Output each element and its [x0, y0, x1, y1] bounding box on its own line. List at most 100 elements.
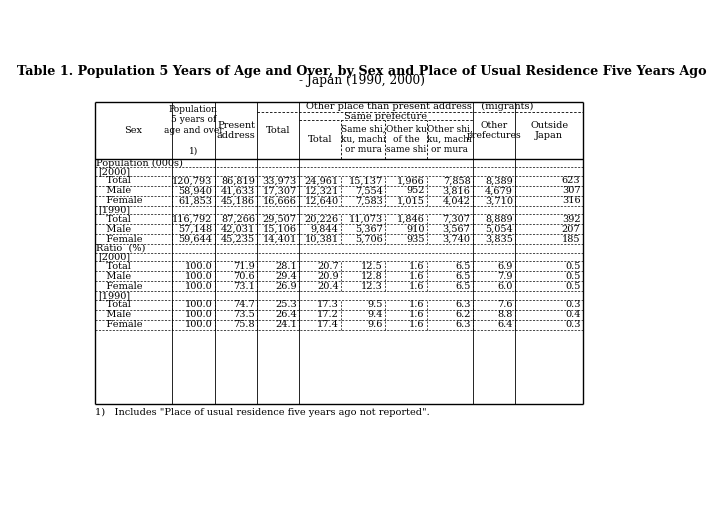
Text: 4,679: 4,679 [485, 186, 513, 195]
Text: 3,567: 3,567 [443, 225, 470, 234]
Text: Male: Male [97, 225, 131, 234]
Text: 100.0: 100.0 [185, 300, 212, 309]
Text: 17.3: 17.3 [317, 300, 339, 309]
Text: Sex: Sex [124, 126, 142, 135]
Text: 7.6: 7.6 [498, 300, 513, 309]
Text: 1.6: 1.6 [409, 310, 425, 319]
Text: 8.8: 8.8 [498, 310, 513, 319]
Text: 0.5: 0.5 [565, 281, 580, 291]
Text: 75.8: 75.8 [233, 320, 255, 329]
Text: 24,961: 24,961 [305, 176, 339, 185]
Text: 952: 952 [407, 186, 425, 195]
Text: 0.3: 0.3 [565, 300, 580, 309]
Text: 20,226: 20,226 [305, 215, 339, 224]
Text: Total: Total [97, 300, 131, 309]
Text: 9.4: 9.4 [368, 310, 383, 319]
Text: 6.5: 6.5 [455, 272, 470, 281]
Text: 29,507: 29,507 [263, 215, 297, 224]
Text: 0.5: 0.5 [565, 272, 580, 281]
Text: 1.6: 1.6 [409, 262, 425, 271]
Text: 7,583: 7,583 [355, 196, 383, 205]
Text: 4,042: 4,042 [443, 196, 470, 205]
Text: 316: 316 [562, 196, 580, 205]
Text: 12,321: 12,321 [304, 186, 339, 195]
Text: 70.6: 70.6 [233, 272, 255, 281]
Text: 15,106: 15,106 [263, 225, 297, 234]
Text: [2000]: [2000] [98, 252, 130, 262]
Text: 3,710: 3,710 [485, 196, 513, 205]
Text: Ratio  (%): Ratio (%) [96, 244, 146, 253]
Text: 15,137: 15,137 [349, 176, 383, 185]
Text: 3,740: 3,740 [443, 235, 470, 244]
Text: 3,816: 3,816 [443, 186, 470, 195]
Text: 910: 910 [407, 225, 425, 234]
Text: Population
5 years of
age and over

1): Population 5 years of age and over 1) [163, 105, 223, 155]
Text: 9.5: 9.5 [368, 300, 383, 309]
Text: 5,054: 5,054 [485, 225, 513, 234]
Text: Male: Male [97, 186, 131, 195]
Text: 207: 207 [562, 225, 580, 234]
Text: Other ku
of the
same shi: Other ku of the same shi [386, 124, 426, 154]
Text: Other place than present address   (migrants): Other place than present address (migran… [306, 102, 534, 111]
Text: 1.6: 1.6 [409, 281, 425, 291]
Text: 120,793: 120,793 [172, 176, 212, 185]
Text: 5,706: 5,706 [355, 235, 383, 244]
Text: 17,307: 17,307 [262, 186, 297, 195]
Text: 1.6: 1.6 [409, 300, 425, 309]
Text: 6.5: 6.5 [455, 281, 470, 291]
Text: 58,940: 58,940 [178, 186, 212, 195]
Text: Female: Female [97, 281, 142, 291]
Text: Female: Female [97, 320, 142, 329]
Text: 45,235: 45,235 [221, 235, 255, 244]
Text: Total: Total [266, 126, 291, 135]
Text: 25.3: 25.3 [275, 300, 297, 309]
Text: Female: Female [97, 196, 142, 205]
Text: Male: Male [97, 272, 131, 281]
Text: Table 1. Population 5 Years of Age and Over, by Sex and Place of Usual Residence: Table 1. Population 5 Years of Age and O… [17, 65, 707, 78]
Text: Same shi,
ku, machi
or mura: Same shi, ku, machi or mura [341, 124, 385, 154]
Text: 20.4: 20.4 [317, 281, 339, 291]
Text: Other
prefectures: Other prefectures [467, 120, 522, 140]
Text: Total: Total [97, 176, 131, 185]
Text: 100.0: 100.0 [185, 281, 212, 291]
Text: 100.0: 100.0 [185, 310, 212, 319]
Text: 6.9: 6.9 [498, 262, 513, 271]
Text: 61,853: 61,853 [178, 196, 212, 205]
Text: 74.7: 74.7 [233, 300, 255, 309]
Text: 17.4: 17.4 [317, 320, 339, 329]
Text: 16,666: 16,666 [263, 196, 297, 205]
Text: 71.9: 71.9 [233, 262, 255, 271]
Text: 8,889: 8,889 [486, 215, 513, 224]
Text: 100.0: 100.0 [185, 262, 212, 271]
Text: Outside
Japan: Outside Japan [530, 120, 568, 140]
Text: 3,835: 3,835 [485, 235, 513, 244]
Text: 0.4: 0.4 [565, 310, 580, 319]
Text: Total: Total [97, 215, 131, 224]
Text: 57,148: 57,148 [178, 225, 212, 234]
Text: 1)   Includes "Place of usual residence five years ago not reported".: 1) Includes "Place of usual residence fi… [95, 408, 429, 418]
Text: 1,846: 1,846 [397, 215, 425, 224]
Text: 73.5: 73.5 [233, 310, 255, 319]
Text: 10,381: 10,381 [305, 235, 339, 244]
Text: 12.8: 12.8 [361, 272, 383, 281]
Text: Present
address: Present address [216, 120, 255, 140]
Text: 5,367: 5,367 [355, 225, 383, 234]
Text: 7,307: 7,307 [443, 215, 470, 224]
Text: 33,973: 33,973 [262, 176, 297, 185]
Text: Other shi,
ku, machi
or mura: Other shi, ku, machi or mura [427, 124, 473, 154]
Text: 29.4: 29.4 [275, 272, 297, 281]
Text: 73.1: 73.1 [233, 281, 255, 291]
Text: 24.1: 24.1 [275, 320, 297, 329]
Text: 17.2: 17.2 [317, 310, 339, 319]
Text: 7,858: 7,858 [443, 176, 470, 185]
Text: 86,819: 86,819 [221, 176, 255, 185]
Text: 9.6: 9.6 [368, 320, 383, 329]
Text: Total: Total [97, 262, 131, 271]
Text: 100.0: 100.0 [185, 272, 212, 281]
Text: 6.3: 6.3 [455, 320, 470, 329]
Text: 100.0: 100.0 [185, 320, 212, 329]
Text: 1,015: 1,015 [397, 196, 425, 205]
Text: [2000]: [2000] [98, 167, 130, 176]
Text: 45,186: 45,186 [221, 196, 255, 205]
Text: 28.1: 28.1 [275, 262, 297, 271]
